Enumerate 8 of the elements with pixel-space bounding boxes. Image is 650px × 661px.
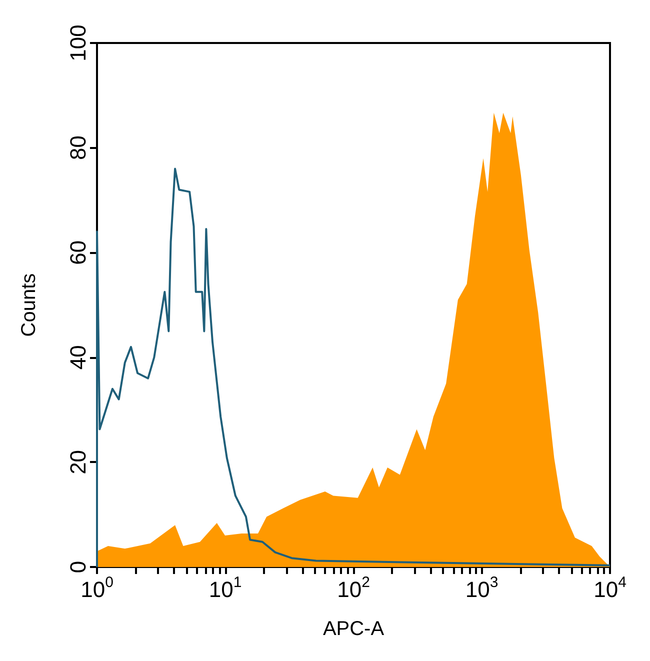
y-tick-label: 0: [66, 560, 90, 574]
x-axis-title: APC-A: [322, 618, 385, 640]
y-tick-label: 100: [66, 24, 90, 62]
y-tick-label: 20: [66, 450, 90, 474]
y-axis-title: Counts: [18, 273, 40, 337]
y-tick-label: 80: [66, 136, 90, 160]
y-tick-label: 60: [66, 240, 90, 265]
y-tick-label: 40: [66, 345, 90, 370]
